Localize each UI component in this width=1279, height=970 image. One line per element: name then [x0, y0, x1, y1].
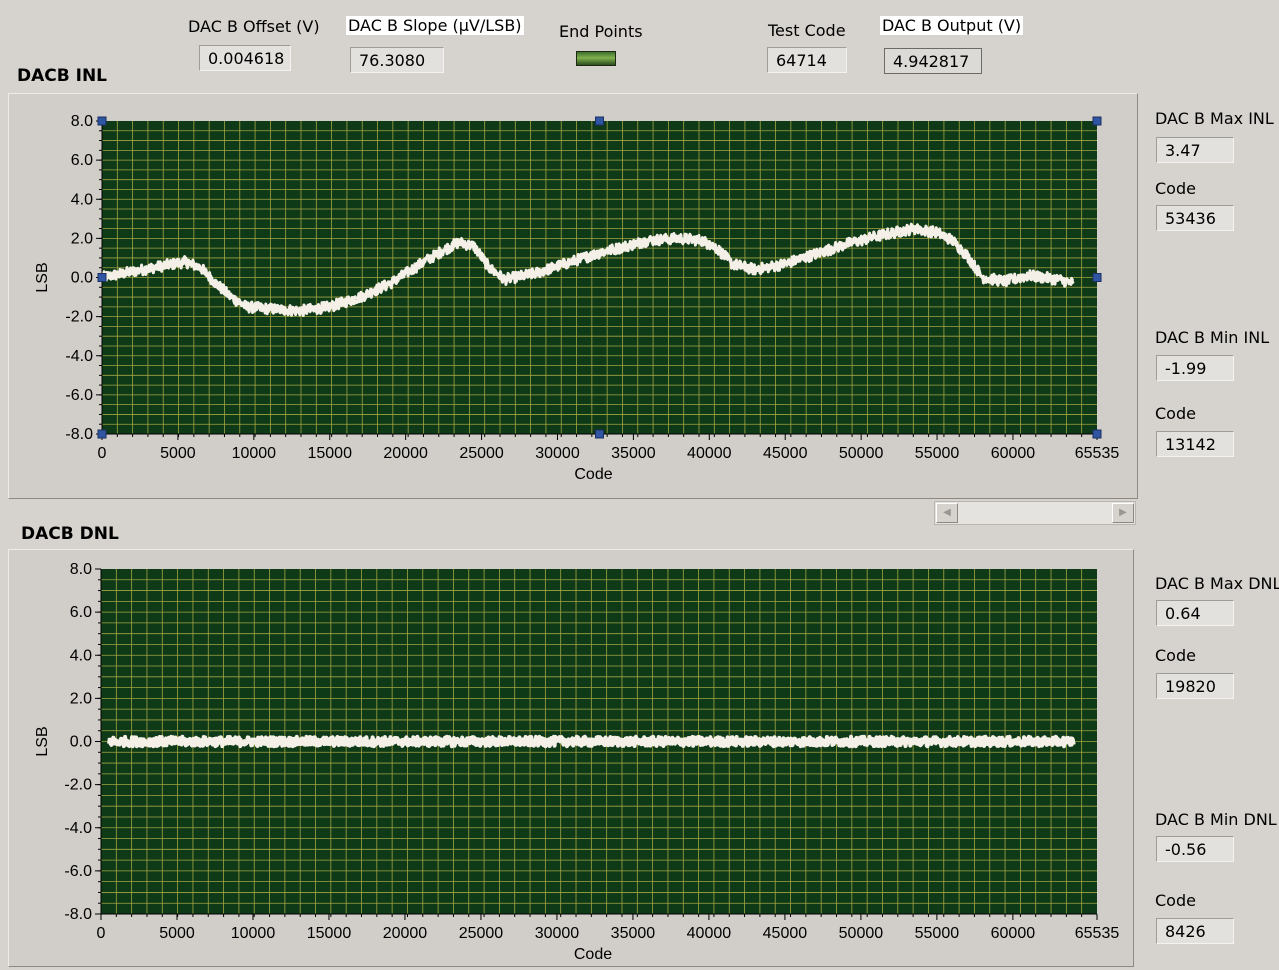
x-tick-label: 45000 [763, 445, 808, 462]
x-tick-label: 50000 [839, 925, 884, 942]
y-axis-label: LSB [34, 726, 51, 756]
max-dnl-value: 0.64 [1156, 600, 1234, 626]
x-tick-label: 30000 [535, 445, 580, 462]
x-tick-label: 10000 [231, 925, 276, 942]
cursor-handle [97, 429, 107, 439]
cursor-handle [1092, 429, 1102, 439]
x-tick-label: 20000 [383, 445, 428, 462]
y-tick-label: -6.0 [64, 863, 92, 880]
x-tick-label: 45000 [763, 925, 808, 942]
x-tick-label: 40000 [687, 925, 732, 942]
cursor-handle [595, 116, 604, 126]
min-inl-code-label: Code [1155, 404, 1196, 423]
y-tick-label: -2.0 [64, 777, 92, 794]
max-inl-code-value: 53436 [1156, 205, 1234, 231]
inl-section-title: DACB INL [17, 66, 108, 86]
cursor-handle [1092, 116, 1102, 126]
scroll-right-button[interactable]: ▶ [1112, 503, 1134, 523]
x-tick-label: 0 [97, 925, 106, 942]
x-tick-label: 20000 [383, 925, 428, 942]
test-code-label: Test Code [768, 21, 846, 40]
x-tick-label: 5000 [159, 925, 195, 942]
min-dnl-label: DAC B Min DNL [1155, 810, 1277, 829]
inl-graph-panel: 8.0 6.0 4.0 2.0 0.0 -2.0 -4.0 -6.0 -8.0 0 5000 1000… [8, 93, 1138, 499]
cursor-handle [97, 116, 107, 126]
offset-value: 0.004618 [199, 45, 291, 71]
x-tick-label: 30000 [535, 925, 580, 942]
x-tick-label: 65535 [1075, 445, 1120, 462]
x-tick-label: 10000 [232, 445, 277, 462]
offset-label: DAC B Offset (V) [188, 17, 320, 36]
y-axis-label: LSB [34, 262, 51, 292]
x-tick-label: 25000 [459, 445, 504, 462]
end-points-label: End Points [559, 22, 643, 41]
min-inl-value: -1.99 [1156, 355, 1234, 381]
test-code-value: 64714 [767, 47, 847, 73]
y-tick-label: -4.0 [65, 348, 93, 365]
slope-label: DAC B Slope (µV/LSB) [346, 16, 524, 35]
max-inl-code-label: Code [1155, 179, 1196, 198]
y-tick-label: -4.0 [64, 820, 92, 837]
y-tick-label: 0.0 [71, 270, 93, 287]
y-tick-label: -8.0 [65, 426, 93, 443]
y-tick-label: 4.0 [70, 647, 92, 664]
y-tick-label: -8.0 [64, 906, 92, 923]
x-tick-label: 15000 [307, 445, 352, 462]
dnl-graph[interactable]: 8.0 6.0 4.0 2.0 0.0 -2.0 -4.0 -6.0 -8.0 0 5000 1000… [9, 550, 1133, 966]
output-value: 4.942817 [884, 48, 982, 74]
dnl-section-title: DACB DNL [21, 524, 119, 544]
scroll-left-button[interactable]: ◀ [936, 503, 958, 523]
min-dnl-code-label: Code [1155, 891, 1196, 910]
grid [101, 569, 1097, 914]
y-tick-label: 0.0 [70, 734, 92, 751]
cursor-handle [595, 429, 604, 439]
grid [102, 121, 1097, 434]
cursor-handle [1092, 273, 1102, 282]
y-tick-label: 6.0 [70, 604, 92, 621]
min-inl-code-value: 13142 [1156, 431, 1234, 457]
y-tick-label: 8.0 [70, 561, 92, 578]
max-inl-label: DAC B Max INL [1155, 109, 1274, 128]
end-points-led[interactable] [576, 51, 616, 66]
min-inl-label: DAC B Min INL [1155, 328, 1270, 347]
x-tick-label: 65535 [1075, 925, 1120, 942]
inl-graph-scrollbar[interactable]: ◀ ▶ [934, 501, 1136, 525]
y-tick-label: 2.0 [71, 230, 93, 247]
slope-value: 76.3080 [350, 47, 444, 73]
x-axis-label: Code [574, 946, 612, 963]
x-tick-label: 50000 [839, 445, 884, 462]
output-label: DAC B Output (V) [880, 16, 1024, 35]
min-dnl-code-value: 8426 [1156, 918, 1234, 944]
y-tick-label: 2.0 [70, 690, 92, 707]
min-dnl-value: -0.56 [1156, 836, 1234, 862]
y-tick-label: 6.0 [71, 152, 93, 169]
max-dnl-code-value: 19820 [1156, 673, 1234, 699]
x-tick-label: 55000 [915, 925, 960, 942]
x-tick-label: 5000 [160, 445, 196, 462]
y-tick-label: -2.0 [65, 309, 93, 326]
x-tick-label: 35000 [611, 445, 656, 462]
x-tick-label: 35000 [611, 925, 656, 942]
data-trace-band [100, 224, 1075, 315]
y-tick-label: 8.0 [71, 113, 93, 130]
data-trace-band [107, 737, 1075, 746]
x-axis-label: Code [574, 466, 612, 483]
x-tick-label: 55000 [915, 445, 960, 462]
x-tick-label: 40000 [687, 445, 732, 462]
y-tick-label: -6.0 [65, 387, 93, 404]
x-tick-label: 60000 [991, 445, 1036, 462]
max-inl-value: 3.47 [1156, 137, 1234, 163]
cursor-handle [97, 273, 107, 282]
x-tick-label: 15000 [307, 925, 352, 942]
max-dnl-code-label: Code [1155, 646, 1196, 665]
x-tick-label: 25000 [459, 925, 504, 942]
inl-graph[interactable]: 8.0 6.0 4.0 2.0 0.0 -2.0 -4.0 -6.0 -8.0 0 5000 1000… [9, 94, 1137, 498]
y-tick-label: 4.0 [71, 191, 93, 208]
x-tick-label: 0 [98, 445, 107, 462]
max-dnl-label: DAC B Max DNL [1155, 574, 1279, 593]
dnl-graph-panel: 8.0 6.0 4.0 2.0 0.0 -2.0 -4.0 -6.0 -8.0 0 5000 1000… [8, 549, 1134, 967]
x-tick-label: 60000 [991, 925, 1036, 942]
